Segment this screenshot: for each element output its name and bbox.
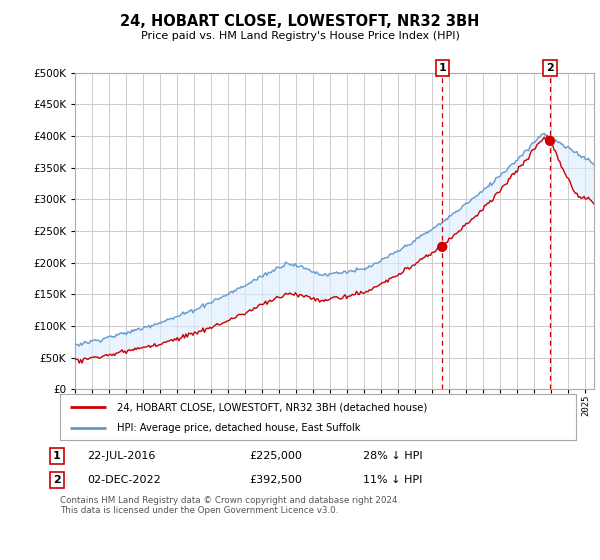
Text: 02-DEC-2022: 02-DEC-2022 <box>87 475 161 485</box>
Text: 28% ↓ HPI: 28% ↓ HPI <box>363 451 422 461</box>
Text: HPI: Average price, detached house, East Suffolk: HPI: Average price, detached house, East… <box>117 423 360 433</box>
Text: 1: 1 <box>53 451 61 461</box>
Text: 24, HOBART CLOSE, LOWESTOFT, NR32 3BH (detached house): 24, HOBART CLOSE, LOWESTOFT, NR32 3BH (d… <box>117 403 427 413</box>
Text: 24, HOBART CLOSE, LOWESTOFT, NR32 3BH: 24, HOBART CLOSE, LOWESTOFT, NR32 3BH <box>121 14 479 29</box>
Text: £392,500: £392,500 <box>249 475 302 485</box>
Text: 1: 1 <box>439 63 446 73</box>
Text: 2: 2 <box>546 63 554 73</box>
Point <box>437 242 447 251</box>
Point <box>545 136 555 145</box>
Text: Contains HM Land Registry data © Crown copyright and database right 2024.
This d: Contains HM Land Registry data © Crown c… <box>60 496 400 515</box>
Text: 2: 2 <box>53 475 61 485</box>
Text: Price paid vs. HM Land Registry's House Price Index (HPI): Price paid vs. HM Land Registry's House … <box>140 31 460 41</box>
Text: £225,000: £225,000 <box>249 451 302 461</box>
Text: 22-JUL-2016: 22-JUL-2016 <box>87 451 155 461</box>
Text: 11% ↓ HPI: 11% ↓ HPI <box>363 475 422 485</box>
